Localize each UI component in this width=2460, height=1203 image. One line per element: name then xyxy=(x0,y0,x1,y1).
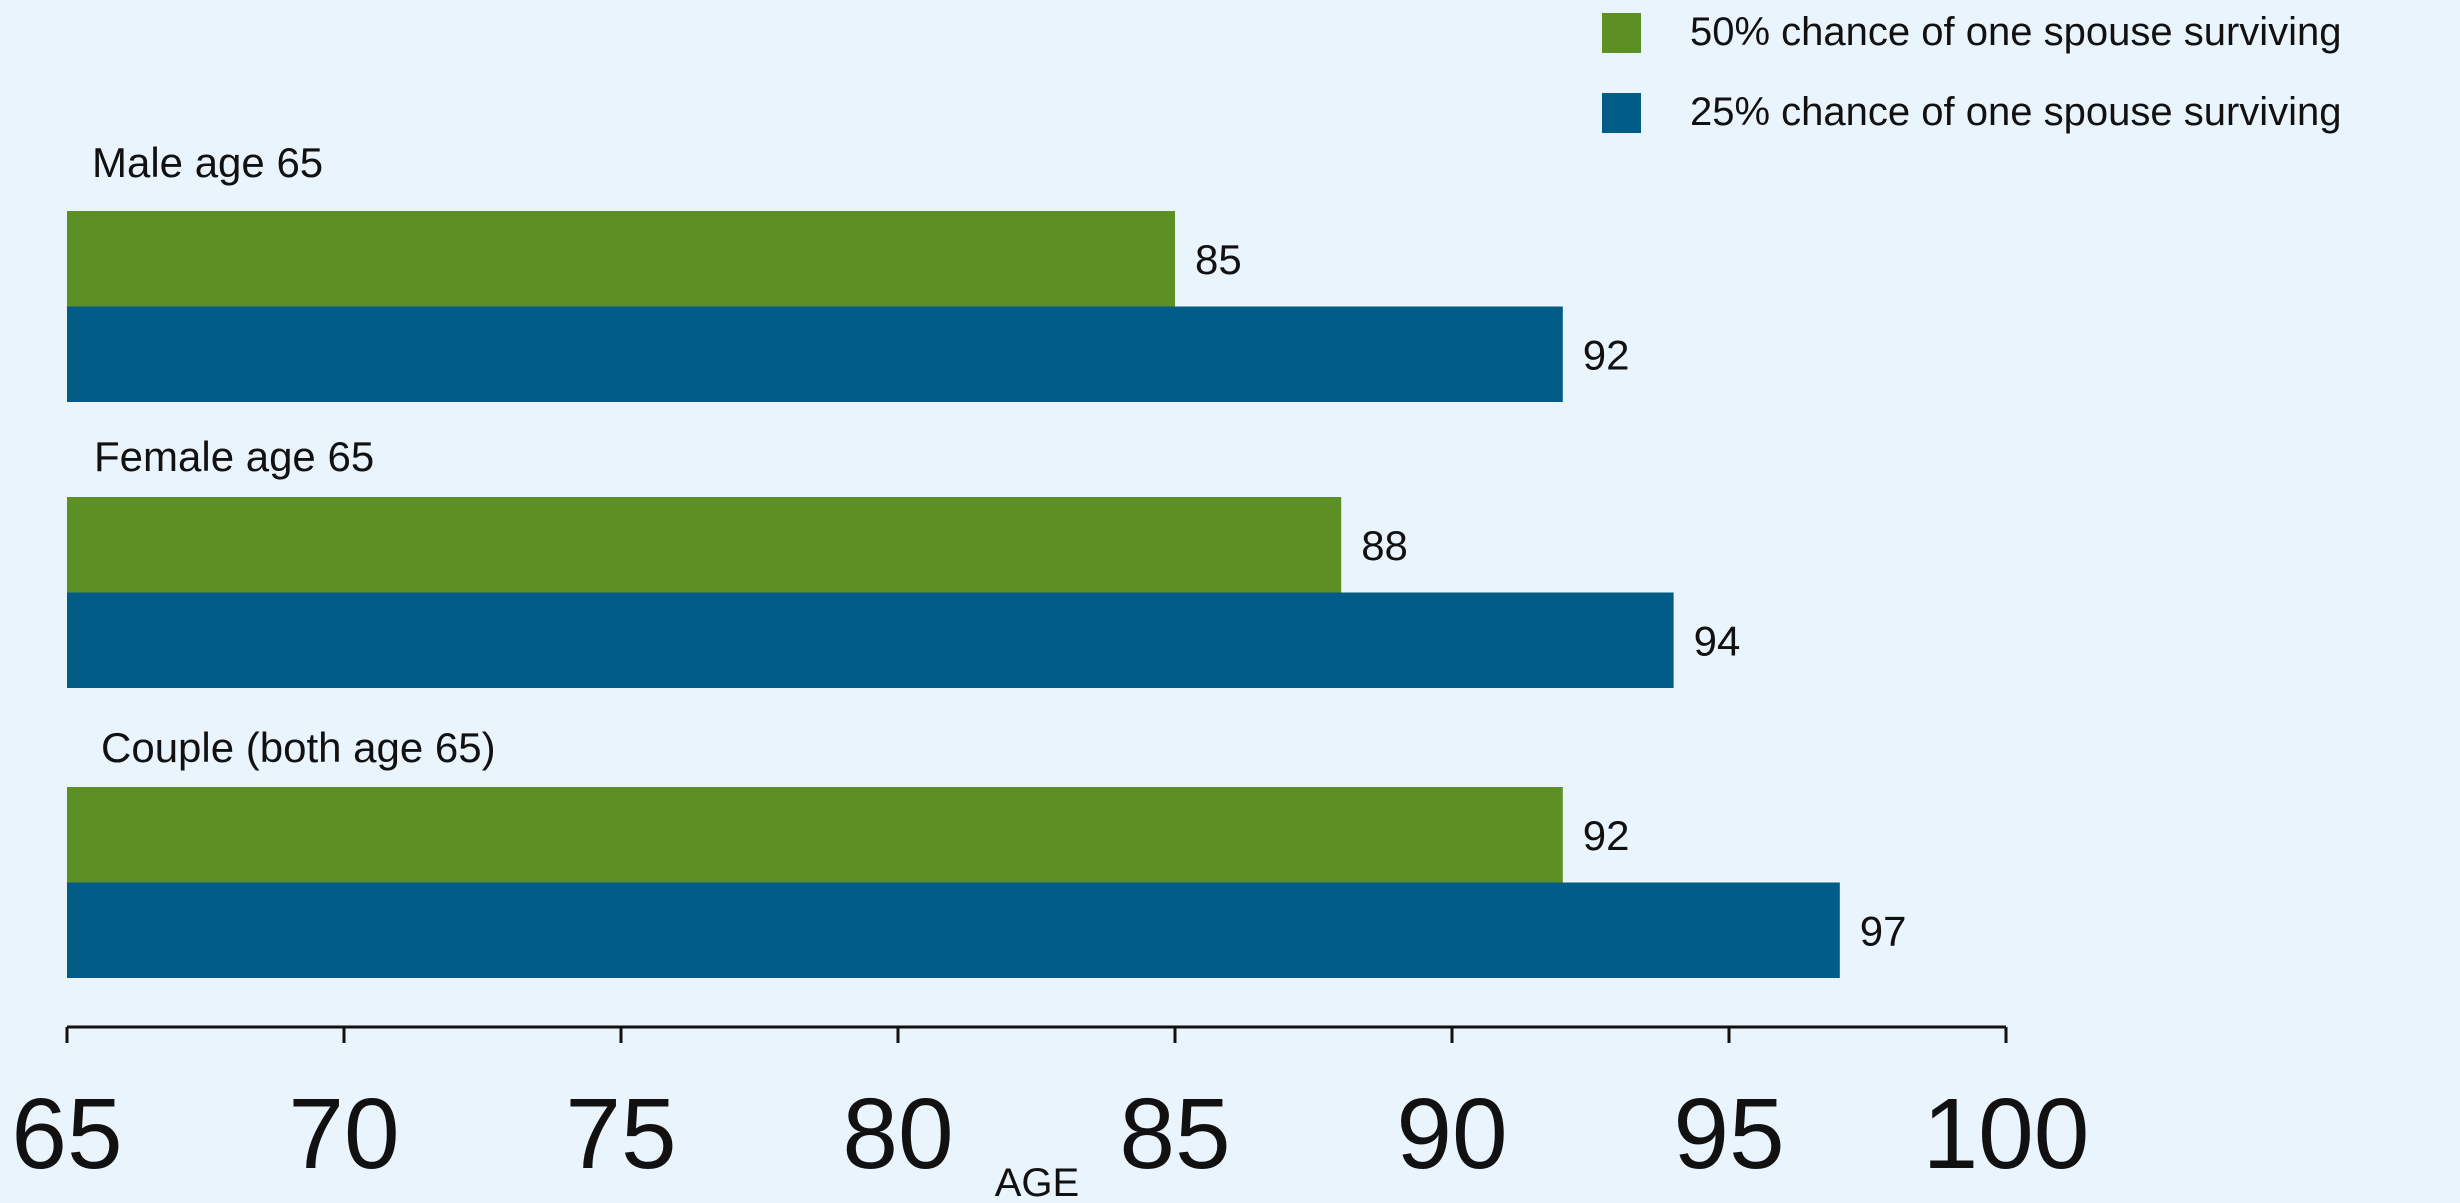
legend-swatch xyxy=(1602,93,1641,133)
category-label: Male age 65 xyxy=(92,139,323,186)
legend-swatch xyxy=(1602,13,1641,53)
x-tick-label: 85 xyxy=(1119,1078,1230,1190)
legend-item: 25% chance of one spouse surviving xyxy=(1602,90,2342,134)
bar xyxy=(67,497,1342,593)
category-group: Male age 65 85 92 xyxy=(67,139,1630,402)
x-tick-label: 65 xyxy=(11,1078,122,1190)
value-label: 92 xyxy=(1583,812,1630,859)
category-label: Couple (both age 65) xyxy=(101,724,496,771)
legend-item: 50% chance of one spouse surviving xyxy=(1602,10,2342,54)
category-group: Female age 65 88 94 xyxy=(67,433,1740,688)
category-group: Couple (both age 65) 92 97 xyxy=(67,724,1907,978)
x-axis-label: AGE xyxy=(995,1161,1079,1203)
x-tick-label: 70 xyxy=(288,1078,399,1190)
legend-label: 25% chance of one spouse surviving xyxy=(1690,90,2342,134)
bar xyxy=(67,787,1563,883)
category-label: Female age 65 xyxy=(94,433,374,480)
bar xyxy=(67,306,1563,402)
legend-label: 50% chance of one spouse surviving xyxy=(1690,10,2342,54)
x-tick-label: 90 xyxy=(1396,1078,1507,1190)
x-tick-label: 75 xyxy=(565,1078,676,1190)
value-label: 92 xyxy=(1583,331,1630,378)
bar xyxy=(67,882,1840,978)
bar xyxy=(67,211,1175,307)
value-label: 97 xyxy=(1860,907,1907,954)
value-label: 88 xyxy=(1361,522,1408,569)
bar-groups: Male age 65 85 92 Female age 65 88 94 Couple (… xyxy=(67,139,1907,978)
legend: 50% chance of one spouse surviving 25% ch… xyxy=(1602,10,2342,134)
x-tick-label: 80 xyxy=(842,1078,953,1190)
value-label: 85 xyxy=(1195,236,1242,283)
bar xyxy=(67,592,1674,688)
x-tick-label: 100 xyxy=(1923,1078,2090,1190)
value-label: 94 xyxy=(1694,617,1741,664)
x-axis: AGE 65 70 75 80 85 90 95 100 xyxy=(11,1025,2090,1203)
x-tick-label: 95 xyxy=(1673,1078,1784,1190)
